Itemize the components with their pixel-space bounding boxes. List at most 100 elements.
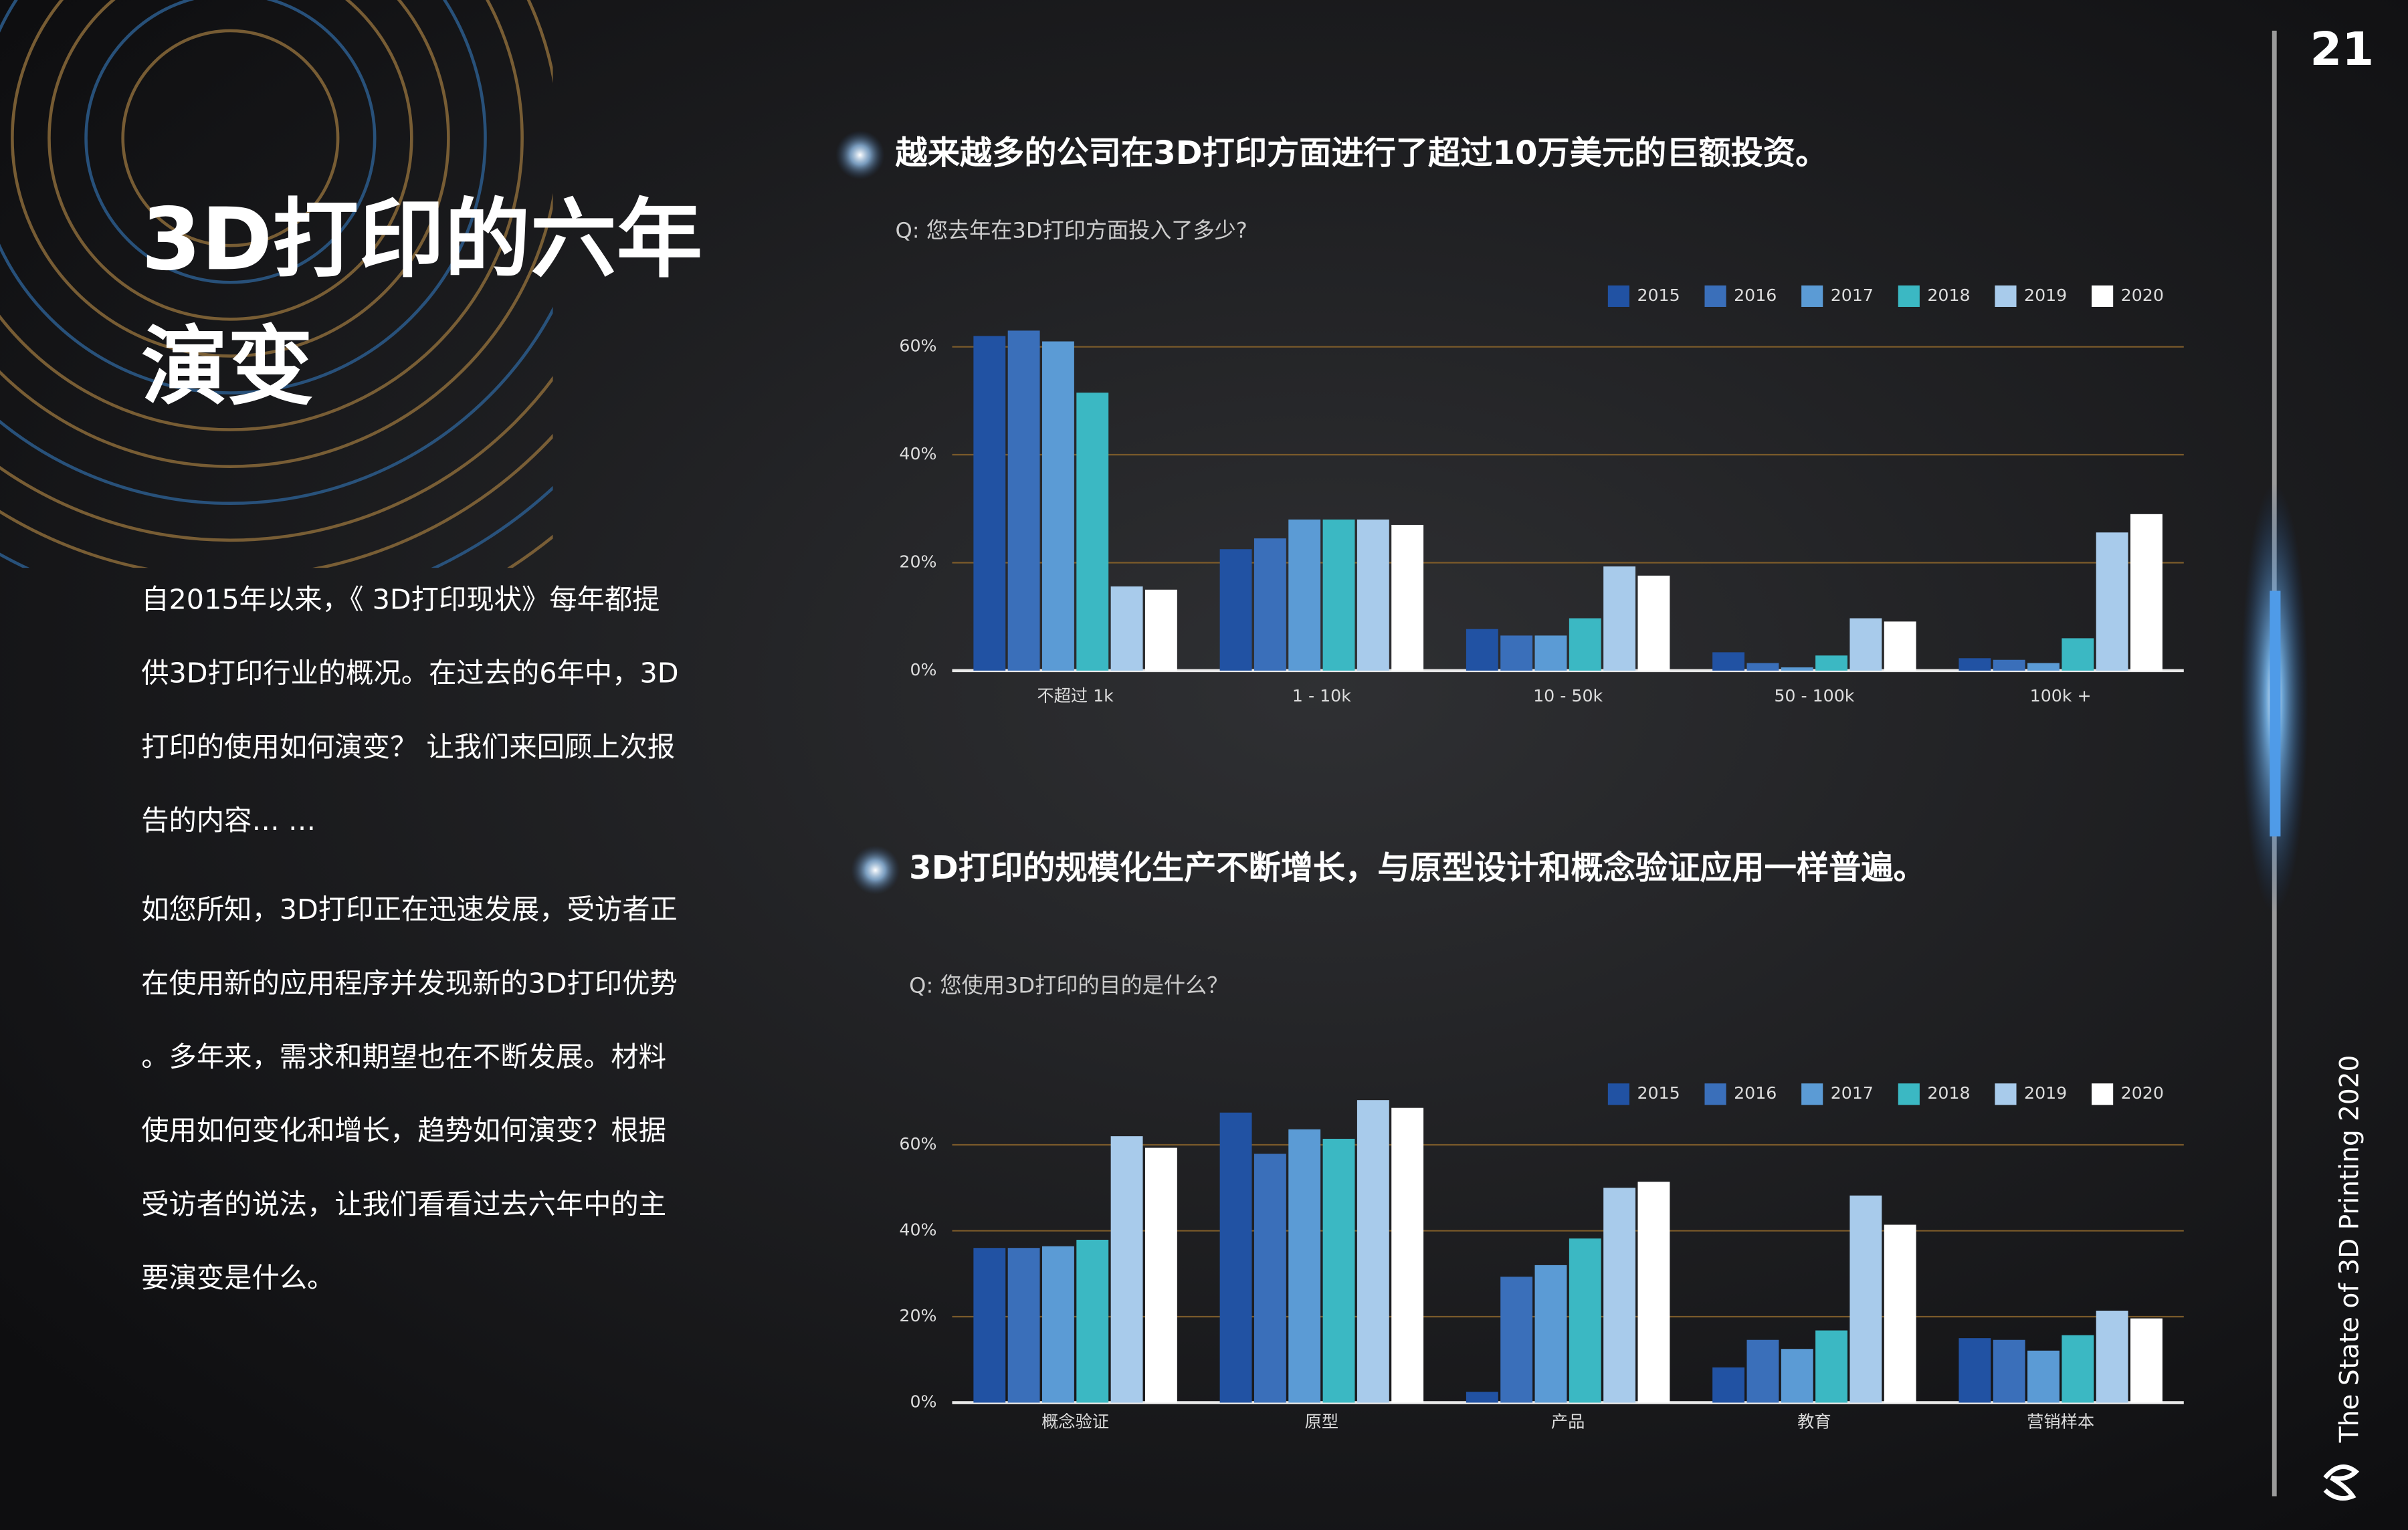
- x-tick-label: 10 - 50k: [1533, 686, 1603, 705]
- x-tick-label: 100k +: [2030, 686, 2092, 705]
- legend-label: 2020: [2121, 1083, 2164, 1103]
- bar: [1637, 575, 1670, 671]
- bar: [1993, 659, 2025, 671]
- page-number: 21: [2310, 23, 2374, 76]
- bar: [1007, 330, 1040, 671]
- bar: [1466, 629, 1498, 671]
- bar: [1253, 538, 1286, 671]
- bar: [1603, 566, 1636, 671]
- bar: [1849, 618, 1882, 671]
- paragraph-line: 告的内容… …: [141, 804, 316, 837]
- bar: [2130, 514, 2163, 671]
- bar: [1637, 1182, 1670, 1403]
- bar: [2130, 1318, 2163, 1403]
- bar: [2096, 532, 2128, 671]
- bar: [1391, 524, 1424, 671]
- legend-label: 2015: [1637, 286, 1680, 305]
- page-title: 演变: [141, 318, 313, 417]
- page-title: 3D打印的六年: [141, 190, 702, 290]
- bar: [2027, 663, 2060, 671]
- bar: [1500, 1277, 1533, 1403]
- paragraph-line: 自2015年以来，《 3D打印现状》每年都提: [141, 584, 660, 616]
- arc: [0, 306, 553, 505]
- heading-dot: [835, 130, 885, 180]
- arc: [11, 0, 450, 358]
- x-tick-label: 教育: [1797, 1412, 1831, 1431]
- paragraph-line: 打印的使用如何演变？ 让我们来回顾上次报: [141, 731, 675, 763]
- bar: [1042, 341, 1074, 671]
- paragraph-line: 如您所知，3D打印正在迅速发展，受访者正: [141, 893, 678, 925]
- legend-swatch: [1704, 1083, 1726, 1105]
- x-tick-label: 1 - 10k: [1292, 686, 1351, 705]
- legend-label: 2017: [1831, 286, 1874, 305]
- bar: [1712, 652, 1745, 671]
- chart-subtitle: Q: 您去年在3D打印方面投入了多少?: [896, 218, 1247, 243]
- legend-swatch: [1801, 1083, 1823, 1105]
- bar: [2062, 638, 2094, 671]
- arc: [84, 0, 377, 284]
- legend-swatch: [1607, 285, 1629, 307]
- y-tick-label: 60%: [899, 1134, 936, 1154]
- legend-label: 2019: [2024, 1083, 2067, 1103]
- legend-label: 2020: [2121, 286, 2164, 305]
- paragraph-line: 供3D打印行业的概况。在过去的6年中，3D: [141, 657, 678, 689]
- bar: [1322, 519, 1355, 671]
- legend-label: 2016: [1734, 1083, 1777, 1103]
- bar: [1076, 1239, 1109, 1403]
- bar: [1219, 1112, 1252, 1403]
- x-tick-label: 原型: [1305, 1412, 1338, 1431]
- legend-label: 2018: [1927, 1083, 1970, 1103]
- bar: [1288, 519, 1321, 671]
- chart: 3D打印的规模化生产不断增长，与原型设计和概念验证应用一样普遍。 Q: 您使用3D…: [850, 845, 2184, 1431]
- bar: [1534, 635, 1567, 671]
- legend-label: 2017: [1831, 1083, 1874, 1103]
- legend-label: 2015: [1637, 1083, 1680, 1103]
- arc: [47, 0, 413, 321]
- bar: [1144, 589, 1177, 671]
- y-tick-label: 40%: [899, 1220, 936, 1240]
- legend-label: 2016: [1734, 286, 1777, 305]
- bar: [1110, 586, 1143, 671]
- bar: [1959, 658, 1991, 671]
- footer: The State of 3D Printing 2020: [2335, 1055, 2365, 1444]
- logo: [2323, 1464, 2360, 1501]
- y-tick-label: 20%: [899, 552, 936, 571]
- bar: [1042, 1246, 1074, 1403]
- x-tick-label: 营销样本: [2027, 1412, 2094, 1431]
- heading-dot: [850, 845, 900, 895]
- bar: [973, 336, 1006, 671]
- x-tick-label: 不超过 1k: [1037, 686, 1114, 705]
- bar: [1781, 1349, 1813, 1403]
- legend-swatch: [1607, 1083, 1629, 1105]
- x-tick-label: 产品: [1551, 1412, 1585, 1431]
- bar: [1569, 1238, 1601, 1403]
- paragraph-line: 要演变是什么。: [141, 1262, 334, 1294]
- x-tick-label: 概念验证: [1041, 1412, 1109, 1431]
- legend-swatch: [1898, 285, 1920, 307]
- bar: [1500, 635, 1533, 671]
- bar: [1712, 1367, 1745, 1403]
- bar: [1746, 1339, 1779, 1403]
- bar: [1007, 1248, 1040, 1403]
- y-tick-label: 20%: [899, 1306, 936, 1325]
- legend-label: 2018: [1927, 286, 1970, 305]
- bar: [2096, 1311, 2128, 1403]
- bar: [1569, 618, 1601, 671]
- bar: [1849, 1195, 1882, 1403]
- arc: [0, 0, 524, 431]
- chart: 越来越多的公司在3D打印方面进行了超过10万美元的巨额投资。 Q: 您去年在3D打…: [835, 130, 2184, 705]
- arc: [121, 29, 340, 247]
- bar: [1884, 1224, 1916, 1403]
- bar: [1391, 1107, 1424, 1403]
- bar: [1884, 621, 1916, 671]
- arc: [0, 0, 553, 468]
- content: 自2015年以来，《 3D打印现状》每年都提供3D打印行业的概况。在过去的6年中…: [141, 130, 2184, 1431]
- y-tick-label: 60%: [899, 336, 936, 356]
- legend-swatch: [1801, 285, 1823, 307]
- paragraph-line: 使用如何变化和增长，趋势如何演变？根据: [141, 1115, 666, 1147]
- bar: [1357, 1100, 1389, 1403]
- paragraph-line: 在使用新的应用程序并发现新的3D打印优势: [141, 967, 678, 999]
- arc: [0, 0, 487, 395]
